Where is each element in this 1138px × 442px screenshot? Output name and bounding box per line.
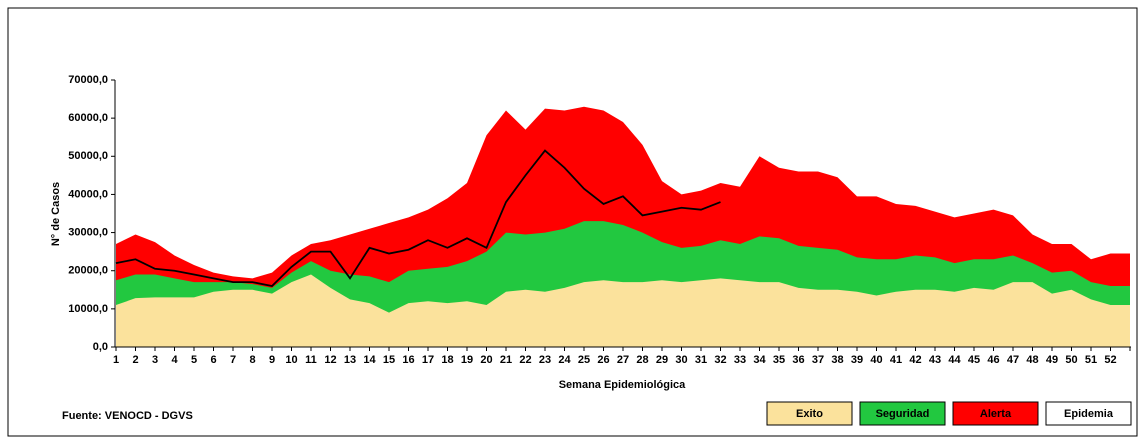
legend-swatch xyxy=(859,401,946,426)
x-tick-label: 44 xyxy=(948,354,961,366)
y-tick-label: 0,0 xyxy=(93,341,108,353)
legend-swatch xyxy=(1045,401,1132,426)
x-tick-label: 4 xyxy=(171,354,178,366)
x-tick-label: 12 xyxy=(324,354,336,366)
x-tick-label: 6 xyxy=(210,354,216,366)
legend-swatch xyxy=(952,401,1039,426)
x-tick-label: 28 xyxy=(636,354,648,366)
x-tick-label: 8 xyxy=(249,354,255,366)
legend-label: Exito xyxy=(796,408,823,420)
y-tick-label: 40000,0 xyxy=(68,188,108,200)
x-tick-label: 43 xyxy=(929,354,941,366)
x-tick-label: 7 xyxy=(230,354,236,366)
x-axis-title: Semana Epidemiológica xyxy=(559,379,686,391)
x-tick-label: 20 xyxy=(480,354,492,366)
x-tick-label: 46 xyxy=(987,354,999,366)
x-tick-label: 49 xyxy=(1046,354,1058,366)
area xyxy=(116,274,1130,347)
x-tick-label: 52 xyxy=(1104,354,1116,366)
x-tick-label: 22 xyxy=(519,354,531,366)
x-tick-label: 5 xyxy=(191,354,197,366)
x-tick-label: 16 xyxy=(402,354,414,366)
y-axis-title: N° de Casos xyxy=(50,182,62,246)
x-tick-label: 15 xyxy=(383,354,395,366)
x-tick-label: 9 xyxy=(269,354,275,366)
x-tick-label: 14 xyxy=(363,354,376,366)
frame xyxy=(7,7,1138,437)
x-tick-label: 35 xyxy=(773,354,785,366)
x-tick-label: 17 xyxy=(422,354,434,366)
x-tick-label: 23 xyxy=(539,354,551,366)
x-tick-label: 37 xyxy=(812,354,824,366)
y-tick-label: 10000,0 xyxy=(68,303,108,315)
x-tick-label: 34 xyxy=(753,354,766,366)
x-tick-label: 19 xyxy=(461,354,473,366)
x-tick-label: 1 xyxy=(113,354,119,366)
x-tick-label: 51 xyxy=(1085,354,1097,366)
x-tick-label: 30 xyxy=(675,354,687,366)
y-tick-label: 50000,0 xyxy=(68,150,108,162)
legend-label: Seguridad xyxy=(876,408,930,420)
x-tick-label: 3 xyxy=(152,354,158,366)
x-tick-label: 2 xyxy=(132,354,138,366)
x-tick-label: 38 xyxy=(831,354,843,366)
x-tick-label: 42 xyxy=(909,354,921,366)
legend-label: Alerta xyxy=(980,408,1012,420)
x-tick-label: 41 xyxy=(890,354,902,366)
x-tick-label: 39 xyxy=(851,354,863,366)
x-tick-label: 26 xyxy=(597,354,609,366)
x-tick-label: 18 xyxy=(441,354,453,366)
x-tick-label: 50 xyxy=(1065,354,1077,366)
x-tick-label: 40 xyxy=(870,354,882,366)
x-tick-label: 45 xyxy=(968,354,980,366)
x-tick-label: 33 xyxy=(734,354,746,366)
y-tick-label: 70000,0 xyxy=(68,74,108,86)
x-tick-label: 27 xyxy=(617,354,629,366)
y-tick-label: 60000,0 xyxy=(68,112,108,124)
legend-label: Epidemia xyxy=(1064,408,1114,420)
x-tick-label: 48 xyxy=(1026,354,1038,366)
x-tick-label: 24 xyxy=(558,354,571,366)
legend-swatch xyxy=(766,401,853,426)
x-tick-label: 25 xyxy=(578,354,590,366)
line xyxy=(115,149,721,287)
x-tick-label: 10 xyxy=(285,354,297,366)
y-tick-label: 30000,0 xyxy=(68,226,108,238)
y-tick-label: 20000,0 xyxy=(68,265,108,277)
x-tick-label: 31 xyxy=(695,354,707,366)
x-tick-label: 36 xyxy=(792,354,804,366)
x-tick-label: 21 xyxy=(500,354,512,366)
x-tick-label: 29 xyxy=(656,354,668,366)
x-tick-label: 32 xyxy=(714,354,726,366)
x-tick-label: 13 xyxy=(344,354,356,366)
source: Fuente: VENOCD - DGVS xyxy=(62,410,193,422)
x-tick-label: 11 xyxy=(305,354,317,366)
x-tick-label: 47 xyxy=(1007,354,1019,366)
